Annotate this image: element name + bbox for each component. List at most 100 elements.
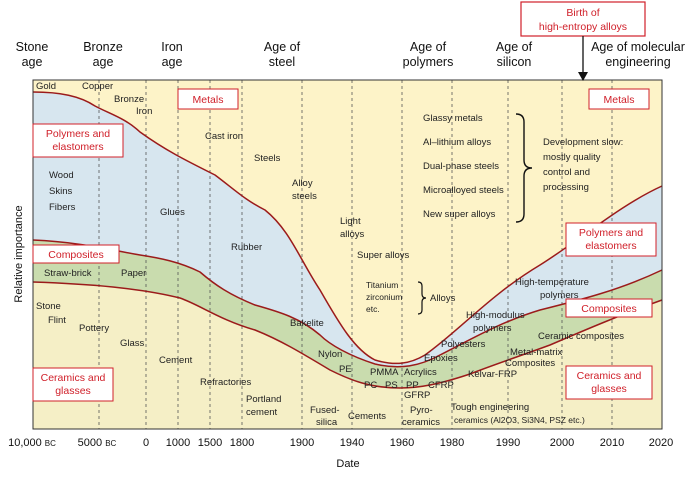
label-rubber: Rubber: [231, 242, 262, 253]
label-cements: Cements: [348, 411, 386, 422]
label-stone: Stone: [36, 301, 61, 312]
label-kevlar-frp: Kelvar-FRP: [468, 369, 517, 380]
polymers-right-box: [565, 222, 657, 257]
label-ps: PS: [385, 380, 398, 391]
era-stone: Stone age: [16, 40, 49, 69]
tick-1800: 1800: [230, 437, 254, 449]
composites-band: [33, 240, 662, 388]
ceramics-left-label: Ceramics and glasses: [41, 372, 106, 397]
polymers-right-label: Polymers and elastomers: [579, 227, 643, 252]
era-polymers: Age of polymers: [403, 40, 454, 69]
label-bakelite: Bakelite: [290, 318, 324, 329]
label-bronze: Bronze: [114, 94, 144, 105]
label-cement: Cement: [159, 355, 193, 366]
label-light: Light: [340, 216, 361, 227]
metals-right-label: Metals: [604, 94, 635, 106]
label-pyro-ceramics: ceramics: [402, 417, 440, 428]
metals-left-label: Metals: [193, 94, 224, 106]
ceramics-right-label: Ceramics and glasses: [577, 370, 642, 395]
label-tough-ceramics: ceramics (Al2O3, Si3N4, PSZ etc.): [454, 415, 585, 425]
tick-1990: 1990: [496, 437, 520, 449]
tick-0: 0: [143, 437, 149, 449]
label-high-temperature-polymers: polymers: [540, 290, 579, 301]
era-silicon: Age of silicon: [496, 40, 533, 69]
metal-new-super: New super alloys: [423, 209, 496, 220]
metal-al-lithium: Al–lithium alloys: [423, 137, 491, 148]
metals-brace: [515, 113, 533, 223]
label-pyro: Pyro-: [410, 405, 433, 416]
label-fibers: Fibers: [49, 202, 76, 213]
label-cfrp: CFRP: [428, 380, 454, 391]
ceramics-right-box: [565, 365, 653, 400]
label-gold: Gold: [36, 81, 56, 92]
label-tough-engineering: Tough engineering: [451, 402, 529, 413]
label-portland-cement: cement: [246, 407, 278, 418]
label-pmma: PMMA: [370, 367, 399, 378]
tick-5000bc: 5000 BC: [78, 437, 117, 449]
polymers-left-label: Polymers and elastomers: [46, 128, 110, 153]
new-metals-list: Glassy metals Al–lithium alloys Dual-pha…: [423, 113, 626, 223]
metals-polymers-curve: [32, 91, 663, 365]
era-molecular: Age of molecular engineering: [591, 40, 685, 69]
label-epoxies: Epoxies: [424, 353, 458, 364]
metal-glassy: Glassy metals: [423, 113, 483, 124]
label-glues: Glues: [160, 207, 185, 218]
label-nylon: Nylon: [318, 349, 342, 360]
tick-1900: 1900: [290, 437, 314, 449]
callout-text: Birth of high-entropy alloys: [539, 7, 627, 33]
label-steels: Steels: [254, 153, 281, 164]
label-pe: PE: [339, 364, 352, 375]
era-iron: Iron age: [161, 40, 183, 69]
metals-right-box: [588, 88, 650, 110]
label-fused: Fused-: [310, 405, 340, 416]
alloys-brace: [417, 281, 427, 315]
tick-2020: 2020: [649, 437, 673, 449]
era-bronze: Bronze age: [83, 40, 123, 69]
metal-dual-phase: Dual-phase steels: [423, 161, 499, 172]
high-entropy-callout: Birth of high-entropy alloys: [520, 1, 646, 81]
label-alloy: Alloy: [292, 178, 313, 189]
composites-right-box: [565, 298, 653, 318]
era-steel: Age of steel: [264, 40, 301, 69]
label-pp: PP: [406, 380, 419, 391]
label-light-alloys: alloys: [340, 229, 365, 240]
label-wood: Wood: [49, 170, 74, 181]
tick-10000bc: 10,000 BC: [8, 437, 56, 449]
label-etc: etc.: [366, 304, 380, 314]
label-pottery: Pottery: [79, 323, 109, 334]
label-composites-small: Composites: [505, 358, 555, 369]
label-copper: Copper: [82, 81, 113, 92]
label-glass: Glass: [120, 338, 145, 349]
polymers-composites-curve: [32, 239, 663, 368]
label-acrylics: Acrylics: [404, 367, 437, 378]
tick-1940: 1940: [340, 437, 364, 449]
category-boxes: Metals Metals Polymers and elastomers Pol…: [32, 88, 657, 402]
development-note: Development slow: mostly quality control…: [543, 137, 626, 193]
polymers-band: [33, 92, 662, 367]
label-high-temperature: High-temperature: [515, 277, 589, 288]
composites-left-box: [32, 244, 120, 264]
label-alloys: Alloys: [430, 293, 456, 304]
metal-microalloyed: Microalloyed steels: [423, 185, 504, 196]
label-super-alloys: Super alloys: [357, 250, 410, 261]
label-alloy-steels: steels: [292, 191, 317, 202]
label-skins: Skins: [49, 186, 72, 197]
label-portland: Portland: [246, 394, 281, 405]
callout-arrow-head: [578, 72, 588, 81]
tick-1000: 1000: [166, 437, 190, 449]
label-refractories: Refractories: [200, 377, 251, 388]
label-metal-matrix: Metal-matrix: [510, 347, 563, 358]
y-axis-title: Relative importance: [13, 205, 25, 302]
metals-left-box: [177, 88, 239, 110]
era-headers: Stone age Bronze age Iron age Age of steel A…: [16, 40, 685, 69]
label-high-modulus: High-modulus: [466, 310, 525, 321]
label-polyesters: Polyesters: [441, 339, 486, 350]
polymers-left-box: [32, 123, 124, 158]
label-flint: Flint: [48, 315, 66, 326]
label-ceramic-composites: Ceramic composites: [538, 331, 624, 342]
boundary-curves: [32, 91, 663, 389]
tick-1980: 1980: [440, 437, 464, 449]
label-pc: PC: [364, 380, 377, 391]
composites-left-label: Composites: [48, 249, 103, 261]
